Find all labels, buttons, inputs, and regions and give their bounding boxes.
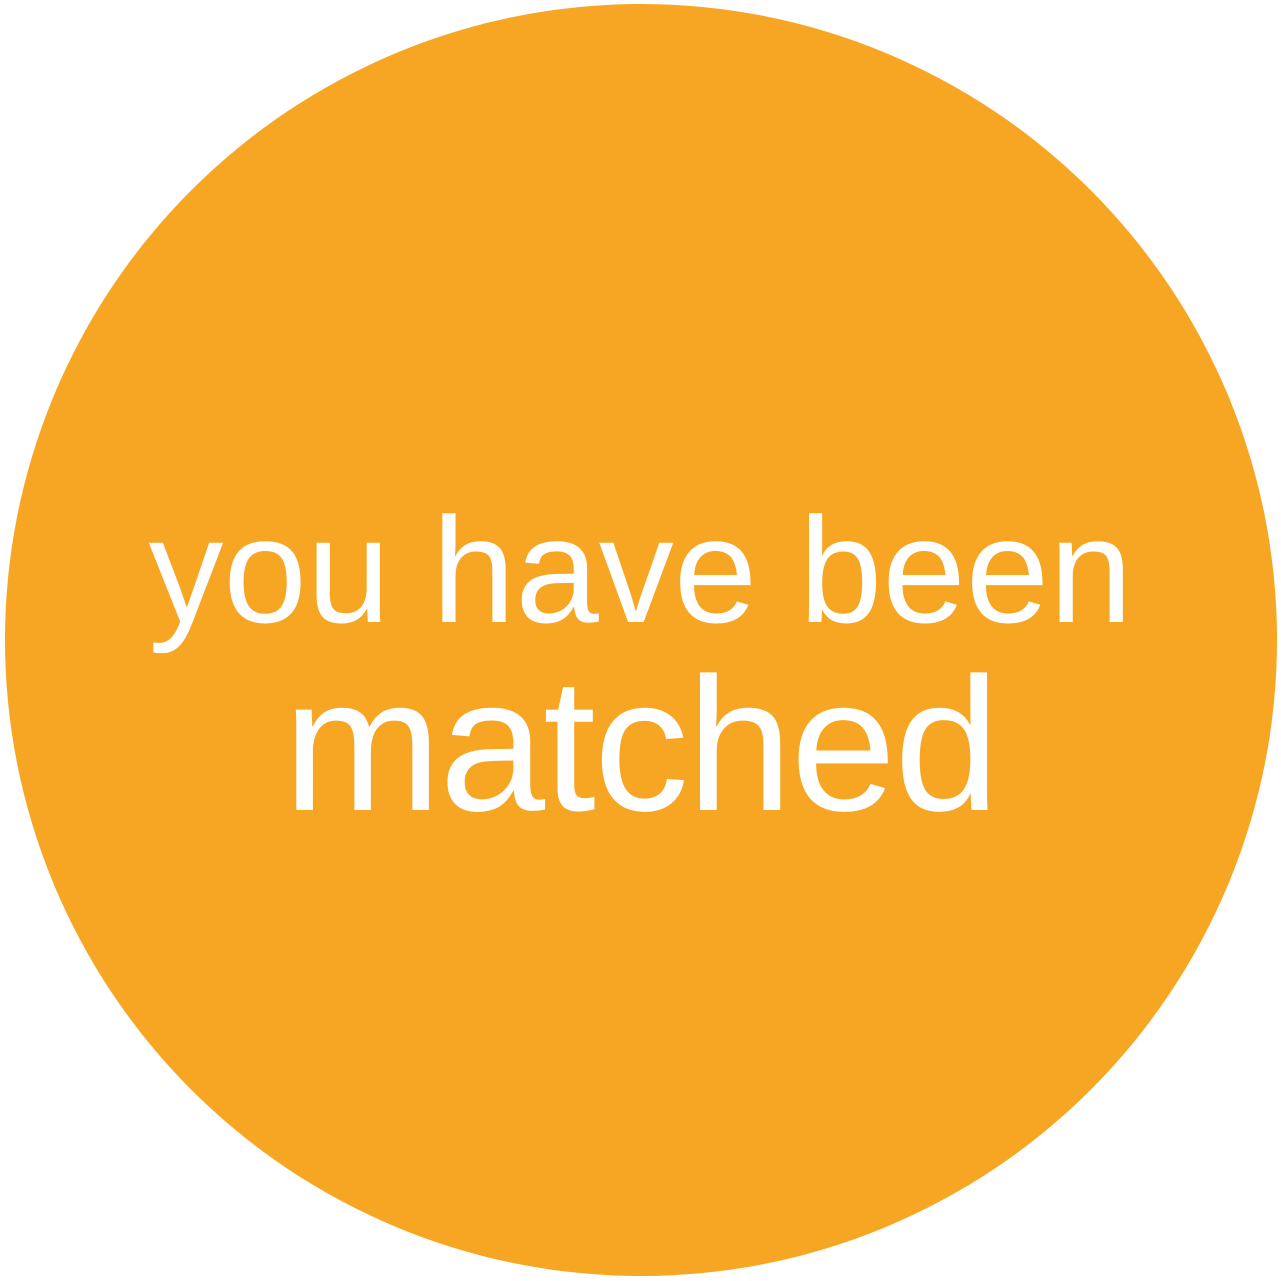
matched-badge-circle: [5, 4, 1277, 1276]
badge-text-line-1: you have been: [148, 486, 1133, 654]
badge-text-line-2: matched: [283, 639, 1000, 851]
